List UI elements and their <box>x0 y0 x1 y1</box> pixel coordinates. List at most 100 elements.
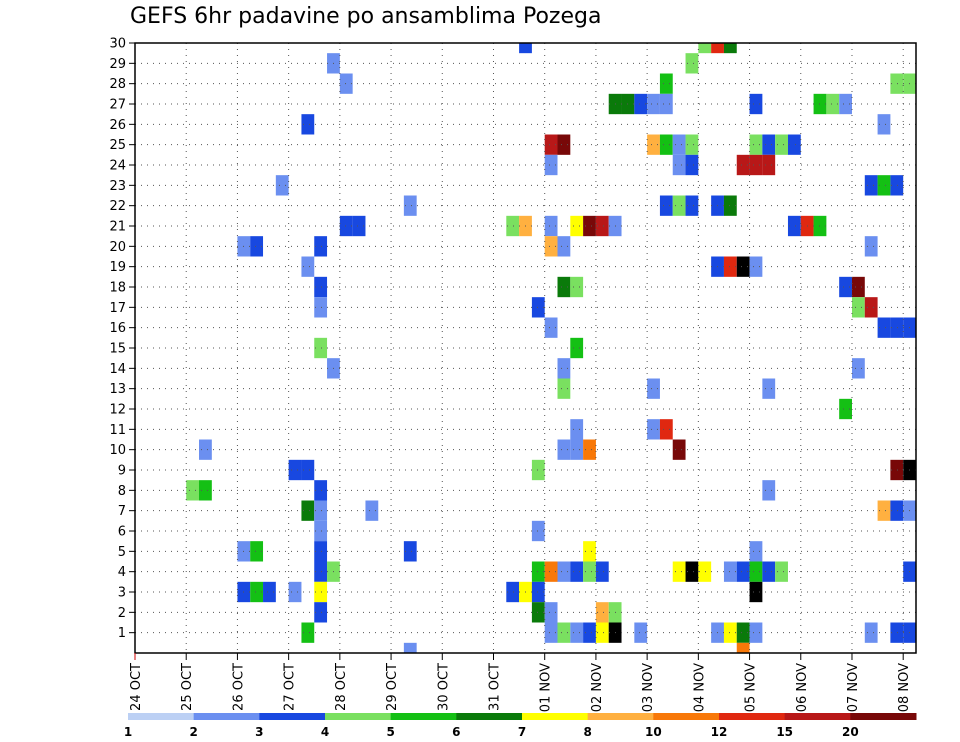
x-tick-label: 29 OCT <box>385 663 400 711</box>
heatmap-cell <box>749 93 763 115</box>
heatmap-cell <box>595 561 609 582</box>
y-tick-label: 21 <box>109 220 126 235</box>
colorbar-segment <box>259 713 326 720</box>
y-tick-label: 5 <box>118 545 126 560</box>
colorbar-label: 8 <box>583 725 591 739</box>
colorbar-label: 6 <box>452 725 460 739</box>
colorbar-label: 5 <box>386 725 394 739</box>
heatmap-cell <box>570 561 584 582</box>
heatmap-cell <box>647 93 660 115</box>
x-tick-label: 26 OCT <box>231 663 246 711</box>
heatmap-cell <box>544 134 558 155</box>
heatmap-cell <box>506 215 520 237</box>
heatmap-cell <box>736 622 750 643</box>
heatmap-cell <box>672 134 686 155</box>
heatmap-cell <box>826 93 840 115</box>
heatmap-cell <box>672 195 686 216</box>
heatmap-cell <box>659 93 673 115</box>
heatmap-cell <box>403 541 417 562</box>
heatmap-cell <box>531 602 545 623</box>
heatmap-cell <box>544 317 558 338</box>
heatmap-cell <box>877 500 891 521</box>
heatmap-cell <box>544 561 558 582</box>
colorbar-segment <box>850 713 917 720</box>
heatmap-cell <box>890 317 904 338</box>
heatmap-cell <box>544 154 558 176</box>
colorbar-label: 7 <box>518 725 526 739</box>
x-tick-label: 25 OCT <box>180 663 195 711</box>
heatmap-cell <box>557 378 571 399</box>
colorbar-label: 20 <box>842 725 859 739</box>
heatmap-cell <box>890 500 904 521</box>
heatmap-cell <box>762 480 776 501</box>
heatmap-cell <box>851 358 865 379</box>
y-tick-label: 9 <box>118 464 126 479</box>
heatmap-cell <box>403 642 417 653</box>
heatmap-cell <box>583 215 596 237</box>
x-tick-label: 05 NOV <box>744 663 759 712</box>
y-tick-label: 19 <box>109 260 126 275</box>
heatmap-cell <box>698 561 712 582</box>
y-tick-label: 23 <box>109 179 126 194</box>
heatmap-cell <box>839 276 852 298</box>
heatmap-cell <box>749 561 763 582</box>
heatmap-cell <box>711 43 724 54</box>
heatmap-cell <box>685 53 699 74</box>
y-tick-label: 25 <box>109 138 126 153</box>
heatmap-cell <box>839 398 852 420</box>
y-tick-label: 7 <box>118 504 126 519</box>
y-tick-label: 1 <box>118 626 126 641</box>
heatmap-cell <box>314 297 328 318</box>
heatmap-cell <box>250 236 264 257</box>
heatmap-cell <box>531 297 545 318</box>
colorbar-segment <box>390 713 457 720</box>
heatmap-cell <box>647 134 660 155</box>
colorbar-segment <box>522 713 589 720</box>
heatmap-cell <box>531 581 545 603</box>
heatmap-cell <box>365 500 379 521</box>
heatmap-cell <box>749 541 763 562</box>
heatmap-cell <box>583 561 596 582</box>
heatmap-cell <box>583 541 596 562</box>
heatmap-cell <box>314 480 328 501</box>
y-tick-label: 18 <box>109 281 126 296</box>
heatmap-cell <box>864 622 878 643</box>
heatmap-cell <box>634 93 648 115</box>
chart-title: GEFS 6hr padavine po ansamblima Pozega <box>130 4 602 29</box>
heatmap-cell <box>659 134 673 155</box>
heatmap-cell <box>570 439 584 460</box>
y-tick-label: 24 <box>109 159 126 174</box>
heatmap-cell <box>851 276 865 298</box>
heatmap-cell <box>544 236 558 257</box>
heatmap-cell <box>647 419 660 440</box>
colorbar-label: 4 <box>321 725 329 739</box>
heatmap-cell <box>301 622 315 643</box>
y-tick-label: 15 <box>109 342 126 357</box>
heatmap-cell <box>723 195 737 216</box>
heatmap-cell <box>723 43 737 54</box>
colorbar-label: 1 <box>124 725 132 739</box>
colorbar-label: 15 <box>776 725 793 739</box>
y-tick-label: 29 <box>109 57 126 72</box>
heatmap-cell <box>557 236 571 257</box>
y-tick-label: 17 <box>109 301 126 316</box>
heatmap-cell <box>877 175 891 196</box>
heatmap-cell <box>736 561 750 582</box>
heatmap-cell <box>519 43 532 54</box>
y-tick-label: 27 <box>109 98 126 113</box>
heatmap-cell <box>275 175 289 196</box>
heatmap-cell <box>339 215 353 237</box>
heatmap-cell <box>787 215 801 237</box>
heatmap-cell <box>685 134 699 155</box>
y-tick-label: 13 <box>109 382 126 397</box>
heatmap-cell <box>557 134 571 155</box>
heatmap-cell <box>531 459 545 481</box>
colorbar-label: 3 <box>255 725 263 739</box>
heatmap-cell <box>672 561 686 582</box>
heatmap-cell <box>301 500 315 521</box>
heatmap-cell <box>557 561 571 582</box>
colorbar-segment <box>784 713 851 720</box>
heatmap-cell <box>659 195 673 216</box>
y-tick-label: 14 <box>109 362 126 377</box>
heatmap-cell <box>775 134 788 155</box>
